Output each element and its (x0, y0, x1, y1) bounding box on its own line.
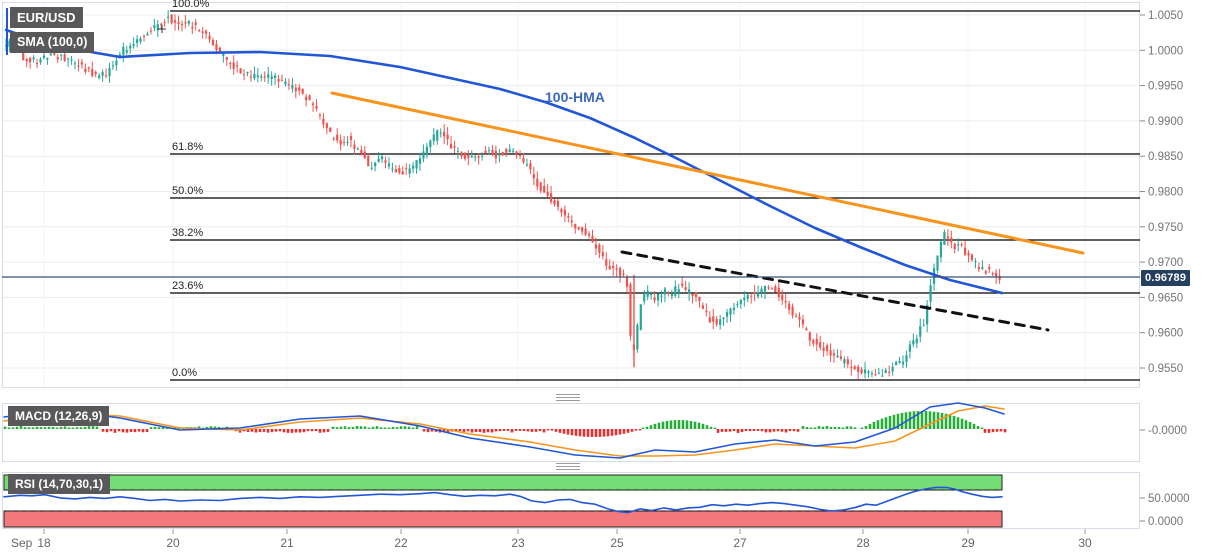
svg-text:100.0%: 100.0% (172, 0, 210, 10)
svg-text:38.2%: 38.2% (172, 227, 203, 239)
macd-indicator-label: MACD (12,26,9) (8, 406, 110, 426)
svg-text:0.9950: 0.9950 (1148, 81, 1183, 93)
last-price-label: 0.96789 (1141, 270, 1191, 286)
svg-text:0.9700: 0.9700 (1148, 257, 1183, 269)
svg-text:50.0000: 50.0000 (1148, 493, 1190, 505)
svg-text:20: 20 (166, 536, 180, 550)
svg-text:61.8%: 61.8% (172, 141, 203, 153)
svg-text:-0.0000: -0.0000 (1148, 425, 1187, 437)
rsi-indicator-label: RSI (14,70,30,1) (8, 474, 111, 494)
svg-text:23.6%: 23.6% (172, 280, 203, 292)
svg-text:0.9650: 0.9650 (1148, 292, 1183, 304)
svg-text:18: 18 (37, 536, 51, 550)
svg-text:23: 23 (511, 536, 525, 550)
svg-text:0.9750: 0.9750 (1148, 222, 1183, 234)
svg-text:Sep: Sep (11, 536, 33, 550)
svg-text:0.9550: 0.9550 (1148, 363, 1183, 375)
hma-line-label: 100-HMA (545, 89, 605, 105)
symbol-label: EUR/USD (10, 7, 83, 28)
svg-text:0.9600: 0.9600 (1148, 328, 1183, 340)
svg-text:29: 29 (961, 536, 975, 550)
svg-text:30: 30 (1078, 536, 1092, 550)
panel-resize-grip-macd[interactable] (556, 394, 580, 403)
price-chart-panel (2, 2, 1140, 388)
sma-indicator-label: SMA (100,0) (10, 32, 95, 53)
svg-text:0.0%: 0.0% (172, 367, 197, 379)
svg-text:0.9850: 0.9850 (1148, 151, 1183, 163)
svg-text:1.0000: 1.0000 (1148, 45, 1183, 57)
svg-text:0.0000: 0.0000 (1148, 516, 1183, 528)
svg-text:22: 22 (394, 536, 408, 550)
svg-text:1.0050: 1.0050 (1148, 10, 1183, 22)
svg-text:50.0%: 50.0% (172, 185, 203, 197)
svg-text:21: 21 (280, 536, 294, 550)
svg-text:0.9800: 0.9800 (1148, 187, 1183, 199)
svg-text:25: 25 (610, 536, 624, 550)
svg-text:0.9900: 0.9900 (1148, 116, 1183, 128)
svg-text:28: 28 (856, 536, 870, 550)
panel-resize-grip-rsi[interactable] (556, 463, 580, 472)
svg-text:27: 27 (733, 536, 747, 550)
